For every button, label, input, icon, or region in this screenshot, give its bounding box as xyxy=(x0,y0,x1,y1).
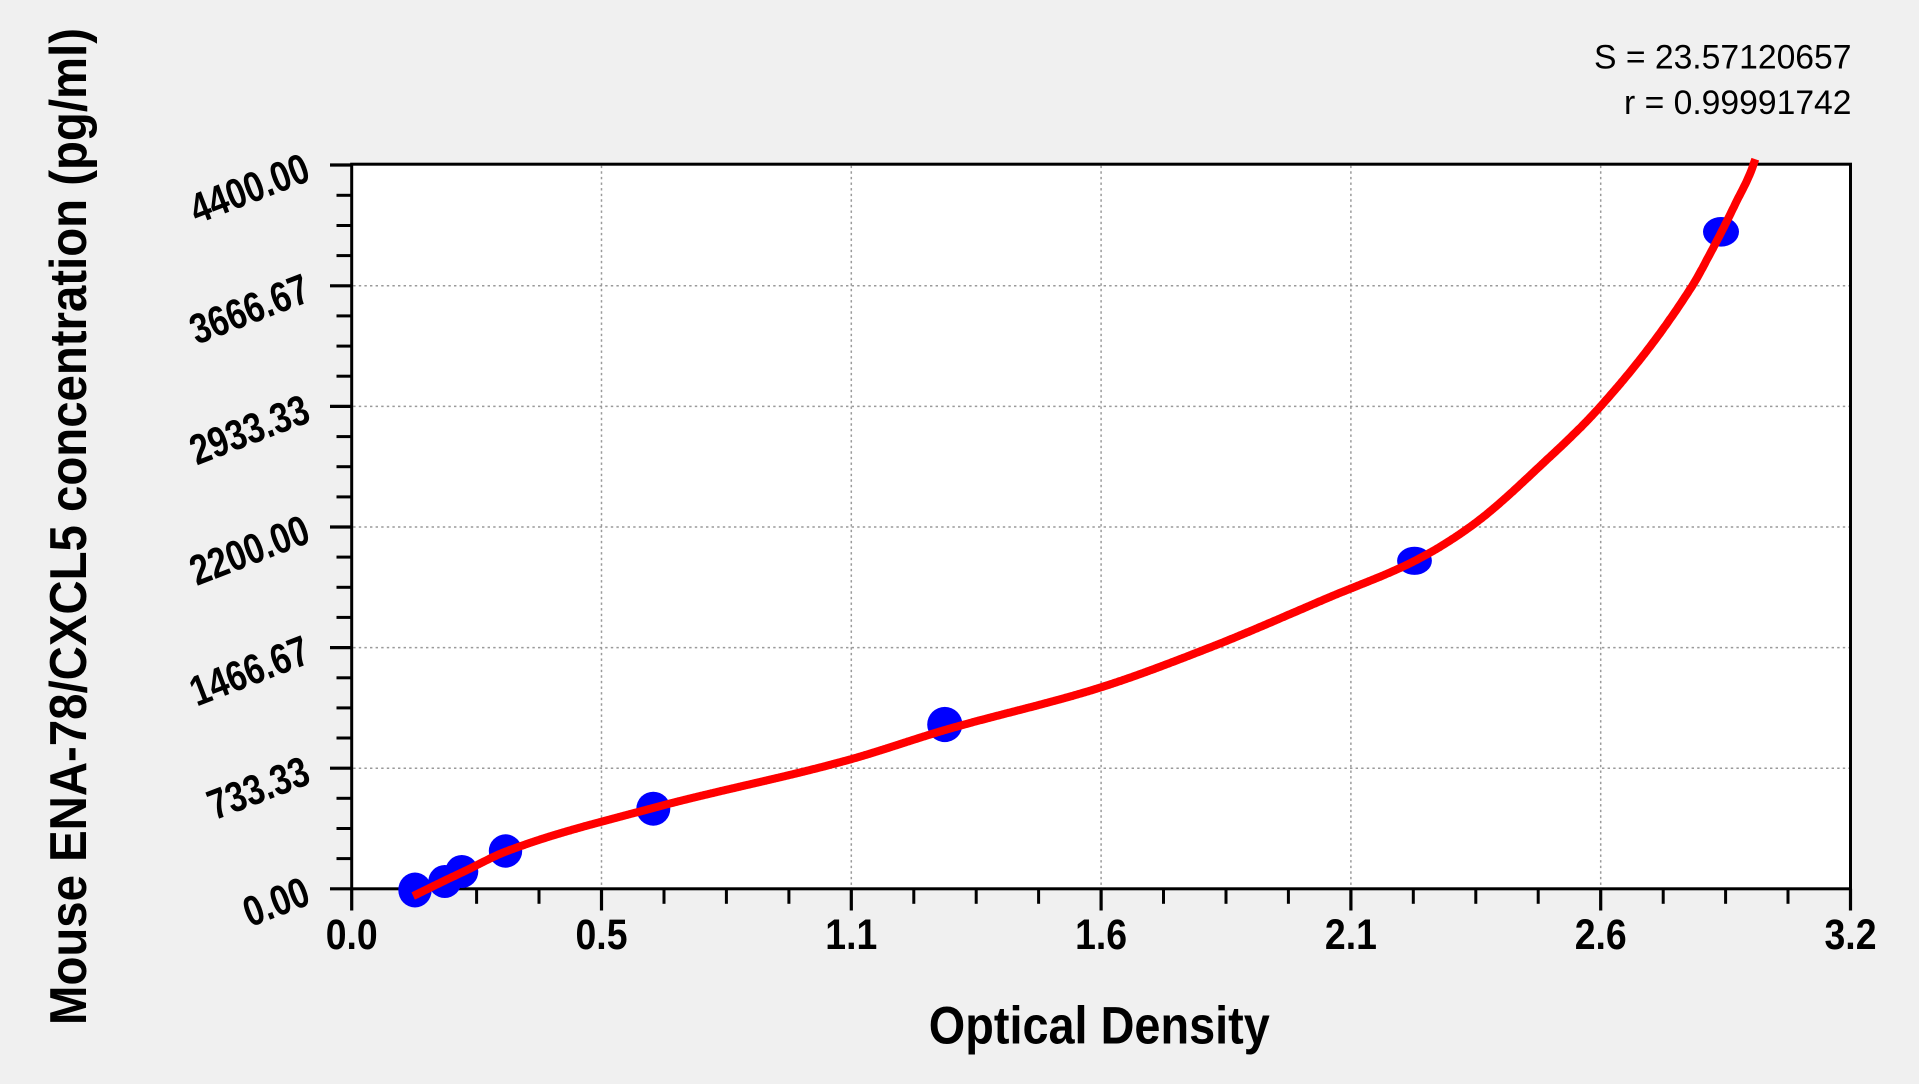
svg-text:2.6: 2.6 xyxy=(1575,912,1627,959)
svg-text:2.1: 2.1 xyxy=(1325,912,1377,959)
svg-text:1.1: 1.1 xyxy=(825,912,877,959)
svg-text:0.5: 0.5 xyxy=(576,912,628,959)
svg-text:1.6: 1.6 xyxy=(1075,912,1127,959)
svg-text:0.0: 0.0 xyxy=(326,912,378,959)
svg-text:3.2: 3.2 xyxy=(1825,912,1877,959)
svg-text:r = 0.99991742: r = 0.99991742 xyxy=(1624,84,1852,122)
svg-text:Optical Density: Optical Density xyxy=(929,997,1270,1056)
svg-text:Mouse ENA-78/CXCL5 concentrati: Mouse ENA-78/CXCL5 concentration (pg/ml) xyxy=(40,28,98,1025)
svg-text:S = 23.57120657: S = 23.57120657 xyxy=(1594,39,1852,77)
